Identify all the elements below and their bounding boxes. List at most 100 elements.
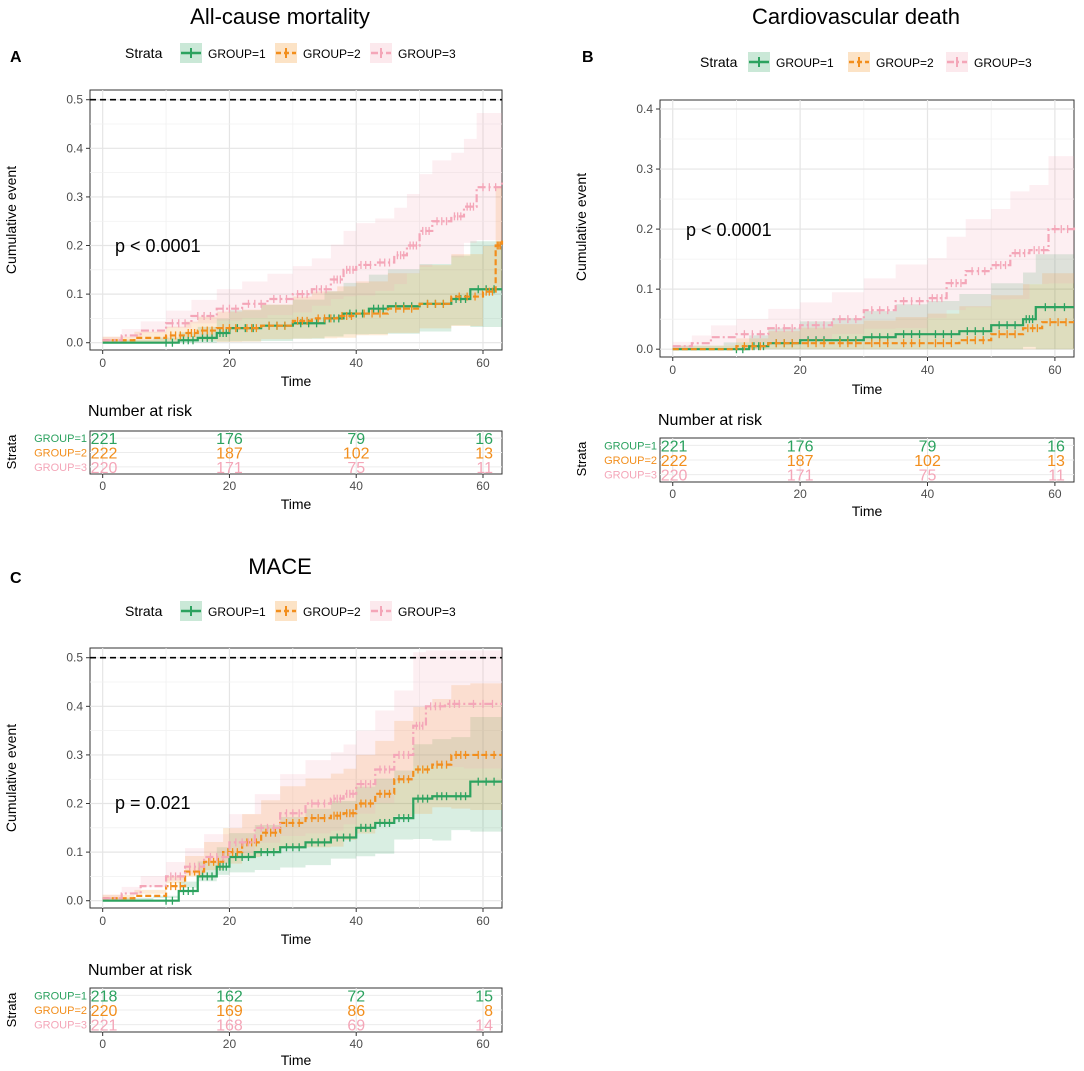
risk-table-ylabel: Strata — [574, 441, 589, 476]
legend-entry-group-3: GROUP=3 — [370, 43, 456, 63]
risk-x-tick-label: 0 — [99, 1037, 106, 1051]
risk-table: Number at risk Strata GROUP=1 221 176 79 16G… — [4, 403, 503, 512]
p-value: p < 0.0001 — [686, 220, 772, 240]
km-curve-group-3 — [672, 226, 1076, 348]
risk-row-label: GROUP=2 — [34, 448, 87, 460]
confidence-band-group-2 — [102, 681, 502, 901]
risk-x-tick-label: 40 — [350, 479, 364, 493]
legend-label-group-1: GROUP=1 — [208, 47, 266, 61]
y-tick-label: 0.5 — [66, 93, 83, 107]
legend-entry-group-2: GROUP=2 — [275, 43, 361, 63]
risk-x-tick-label: 60 — [476, 1037, 490, 1051]
risk-x-tick-label: 60 — [1048, 487, 1062, 501]
x-axis-label: Time — [281, 373, 312, 389]
risk-rows: GROUP=1 221 176 79 16 GROUP=2 222 187 102 13 GROUP… — [34, 431, 493, 477]
legend: Strata GROUP=1 GROUP=2 GROUP=3 — [125, 43, 456, 63]
y-tick-label: 0.0 — [636, 342, 653, 356]
risk-count: 72 — [347, 988, 365, 1005]
plot-background — [659, 99, 1075, 358]
legend-label-group-2: GROUP=2 — [303, 605, 361, 619]
risk-count: 218 — [91, 988, 118, 1005]
x-axis: 0 20 40 60 — [99, 908, 490, 928]
risk-count: 221 — [91, 431, 118, 448]
risk-x-tick-label: 40 — [921, 487, 935, 501]
confidence-band-group-3 — [102, 650, 502, 901]
risk-row-label: GROUP=1 — [34, 433, 87, 445]
panel-label: B — [582, 49, 594, 66]
y-axis-label: Cumulative event — [3, 166, 19, 274]
km-curve-group-3 — [102, 182, 504, 342]
confidence-band-group-3 — [672, 149, 1074, 350]
x-tick-label: 40 — [350, 914, 364, 928]
risk-count: 15 — [475, 988, 493, 1005]
y-tick-label: 0.2 — [66, 239, 83, 253]
x-tick-label: 60 — [1048, 363, 1062, 377]
bands — [102, 105, 502, 343]
y-tick-label: 0.0 — [66, 894, 83, 908]
risk-count: 187 — [216, 446, 243, 463]
risk-table: Number at risk Strata GROUP=1 218 162 72 15G… — [4, 962, 503, 1068]
y-tick-label: 0.5 — [66, 651, 83, 665]
legend-entry-group-3: GROUP=3 — [946, 52, 1032, 72]
legend: Strata GROUP=1 GROUP=2 GROUP=3 — [125, 601, 456, 621]
risk-row-label: GROUP=1 — [604, 440, 657, 452]
risk-table-title: Number at risk — [88, 962, 193, 979]
gridlines — [90, 90, 502, 350]
legend: Strata GROUP=1 GROUP=2 GROUP=3 — [700, 52, 1032, 72]
risk-count: 14 — [475, 1018, 493, 1035]
risk-count: 102 — [914, 453, 941, 470]
legend-entry-group-2: GROUP=2 — [848, 52, 934, 72]
risk-count: 220 — [91, 460, 118, 477]
legend-entry-group-1: GROUP=1 — [180, 601, 266, 621]
chart-title: MACE — [248, 554, 312, 579]
legend-label-group-2: GROUP=2 — [876, 56, 934, 70]
x-axis-label: Time — [852, 381, 883, 397]
risk-count: 69 — [347, 1018, 365, 1035]
risk-count: 79 — [919, 438, 937, 455]
y-tick-label: 0.1 — [66, 287, 83, 301]
x-tick-label: 60 — [476, 356, 490, 370]
legend-title: Strata — [700, 54, 738, 70]
risk-table-ylabel: Strata — [4, 992, 19, 1027]
risk-count: 222 — [661, 453, 688, 470]
legend-entry-group-2: GROUP=2 — [275, 601, 361, 621]
risk-count: 162 — [216, 988, 243, 1005]
panel-label: C — [10, 570, 22, 587]
risk-x-tick-label: 20 — [223, 479, 237, 493]
x-tick-label: 0 — [669, 363, 676, 377]
legend-entry-group-3: GROUP=3 — [370, 601, 456, 621]
risk-count: 221 — [661, 438, 688, 455]
y-tick-label: 0.3 — [636, 162, 653, 176]
risk-count: 102 — [343, 446, 370, 463]
risk-table: Number at risk Strata GROUP=1 221 176 79 16G… — [574, 412, 1075, 519]
risk-row-label: GROUP=2 — [34, 1005, 87, 1017]
km-curve-group-3 — [102, 702, 502, 900]
risk-table-title: Number at risk — [658, 412, 763, 429]
y-tick-label: 0.3 — [66, 748, 83, 762]
risk-x-tick-label: 60 — [476, 479, 490, 493]
risk-row-label: GROUP=3 — [604, 470, 657, 482]
y-tick-label: 0.1 — [636, 282, 653, 296]
risk-row-label: GROUP=3 — [34, 1020, 87, 1032]
p-value: p < 0.0001 — [115, 236, 201, 256]
panel-a: A All-cause mortality Strata GROUP=1 GRO… — [3, 4, 504, 512]
risk-count: 171 — [216, 460, 243, 477]
x-tick-label: 0 — [99, 914, 106, 928]
y-axis: 0.0 0.1 0.2 0.3 0.4 — [636, 102, 660, 356]
risk-count: 169 — [216, 1003, 243, 1020]
y-tick-label: 0.2 — [66, 797, 83, 811]
y-tick-label: 0.4 — [66, 141, 83, 155]
legend-label-group-3: GROUP=3 — [974, 56, 1032, 70]
confidence-band-group-1 — [672, 251, 1074, 350]
y-tick-label: 0.4 — [636, 102, 653, 116]
risk-count: 16 — [475, 431, 493, 448]
legend-title: Strata — [125, 603, 163, 619]
risk-count: 176 — [787, 438, 814, 455]
x-tick-label: 0 — [99, 356, 106, 370]
curves — [102, 182, 504, 347]
bands — [672, 149, 1074, 350]
risk-x-axis: 0 20 40 60 — [669, 482, 1062, 501]
risk-count: 11 — [476, 460, 493, 477]
panel-c: C MACE Strata GROUP=1 GROUP=2 GROUP=3 — [3, 554, 503, 1068]
